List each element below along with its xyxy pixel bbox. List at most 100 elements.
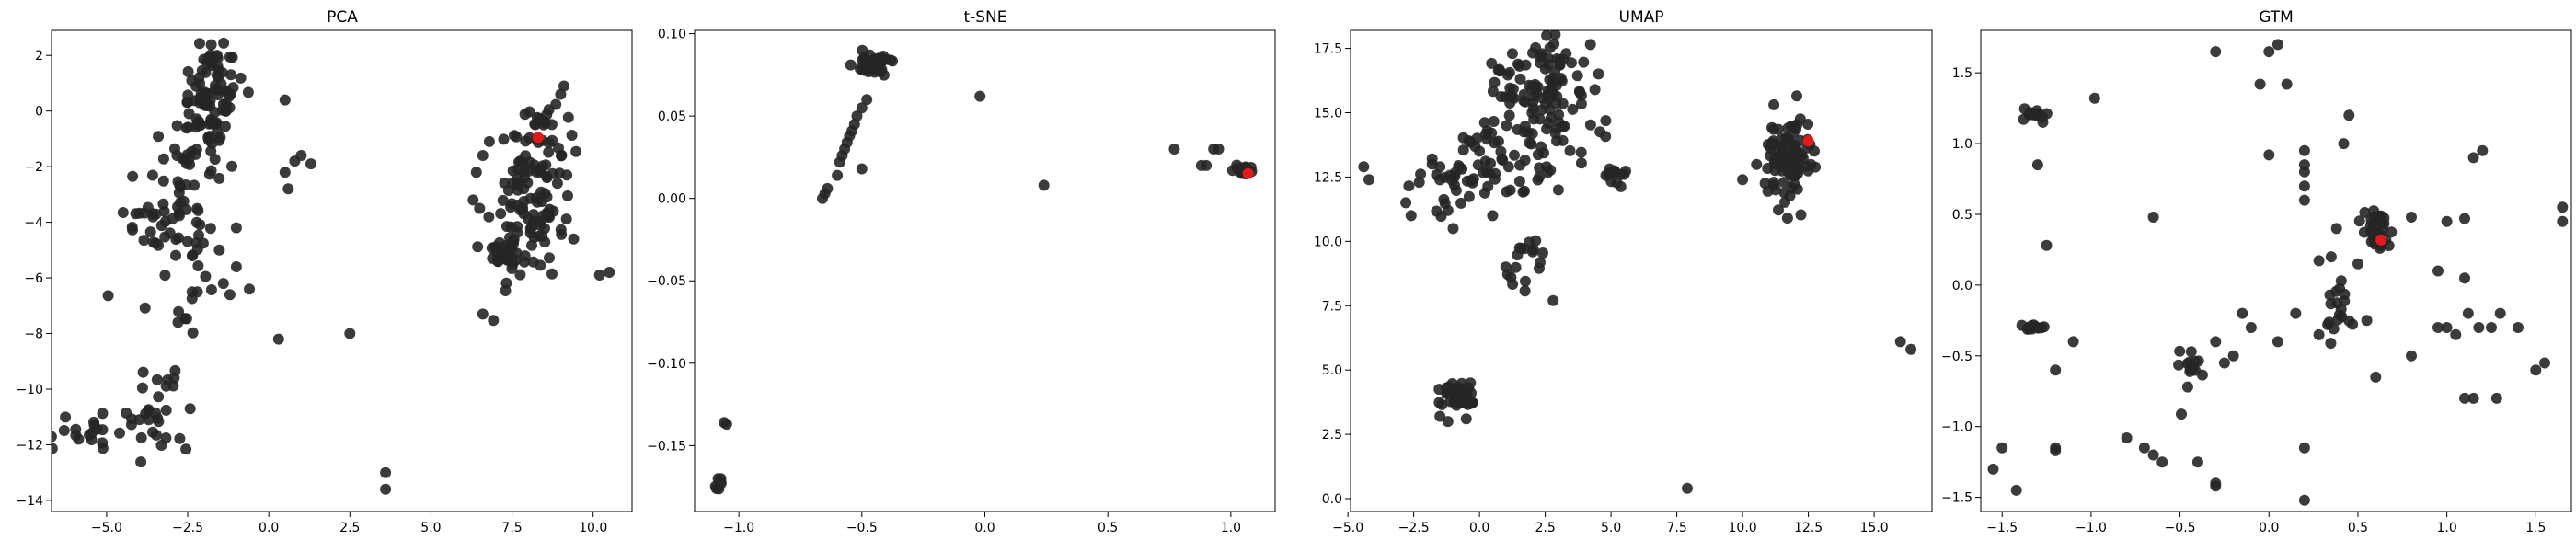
scatter-point: [1767, 177, 1779, 189]
scatter-point: [2494, 307, 2506, 319]
scatter-point: [2406, 350, 2417, 362]
scatter-point: [1564, 144, 1576, 156]
scatter-point: [191, 286, 203, 298]
scatter-point: [1438, 193, 1450, 205]
scatter-points: [1358, 30, 1917, 494]
scatter-point: [137, 366, 149, 378]
scatter-point: [173, 232, 184, 244]
scatter-point: [2459, 392, 2470, 404]
scatter-point: [1589, 84, 1601, 96]
scatter-point: [1779, 153, 1791, 165]
scatter-point: [135, 456, 147, 468]
scatter-point: [974, 90, 986, 102]
scatter-point: [1466, 177, 1478, 189]
scatter-point: [2325, 251, 2337, 263]
scatter-point: [1790, 148, 1802, 160]
scatter-point: [1446, 175, 1458, 187]
scatter-point: [1504, 82, 1516, 94]
scatter-point: [209, 118, 221, 130]
scatter-point: [1987, 463, 1999, 475]
scatter-point: [135, 431, 147, 443]
scatter-point: [1442, 387, 1454, 399]
scatter-point: [121, 407, 132, 419]
scatter-point: [1519, 285, 1531, 297]
scatter-point: [187, 327, 199, 339]
scatter-point: [527, 209, 539, 221]
panel-title: UMAP: [1619, 8, 1664, 27]
scatter-point: [860, 59, 872, 71]
scatter-point: [2298, 494, 2310, 506]
scatter-point: [1504, 98, 1516, 109]
scatter-point: [2031, 159, 2043, 171]
scatter-point: [190, 144, 202, 155]
scatter-point: [2147, 449, 2159, 461]
scatter-point: [1455, 197, 1467, 209]
scatter-point: [170, 249, 181, 261]
y-tick-label: 1.0: [1952, 137, 1972, 152]
scatter-point: [174, 432, 186, 444]
scatter-point: [2023, 109, 2035, 121]
scatter-point: [1549, 30, 1561, 40]
scatter-point: [2031, 321, 2042, 333]
scatter-point: [171, 120, 183, 132]
scatter-point: [2298, 442, 2310, 454]
scatter-point: [203, 131, 215, 143]
scatter-point: [1527, 244, 1539, 256]
scatter-point: [497, 194, 509, 206]
scatter-point: [213, 17, 224, 28]
scatter-point: [1778, 177, 1790, 189]
scatter-point: [566, 130, 578, 141]
y-tick-label: 2.5: [1322, 428, 1342, 443]
scatter-point: [543, 104, 555, 116]
scatter-point: [2245, 322, 2257, 333]
scatter-point: [1536, 92, 1548, 104]
scatter-point: [514, 269, 526, 281]
scatter-point: [1552, 184, 1564, 196]
scatter-point: [1489, 137, 1501, 149]
scatter-point: [2254, 78, 2266, 90]
x-tick-label: −2.5: [172, 521, 203, 535]
scatter-point: [518, 196, 530, 207]
scatter-point: [2290, 307, 2302, 319]
scatter-point: [2331, 297, 2343, 309]
scatter-point: [2041, 239, 2053, 251]
scatter-point: [201, 87, 212, 99]
scatter-point: [213, 244, 225, 256]
scatter-point: [1547, 294, 1559, 306]
scatter-point: [1575, 146, 1587, 158]
y-tick-label: −10: [16, 383, 43, 397]
scatter-point: [194, 38, 205, 50]
scatter-point: [1506, 48, 1518, 60]
scatter-point: [1489, 76, 1501, 88]
scatter-point: [279, 167, 291, 178]
scatter-point: [528, 232, 540, 243]
scatter-point: [1450, 185, 1462, 196]
y-tick-label: −6: [24, 271, 43, 286]
y-tick-label: 0.10: [658, 28, 686, 42]
scatter-point: [1517, 186, 1529, 198]
scatter-point: [1463, 190, 1475, 202]
scatter-point: [555, 88, 567, 100]
scatter-point: [2330, 285, 2342, 297]
y-tick-label: 0.0: [1952, 279, 1972, 293]
scatter-point: [127, 170, 139, 182]
scatter-point: [507, 178, 518, 189]
scatter-point: [1996, 442, 2008, 454]
scatter-point: [2374, 218, 2385, 230]
scatter-point: [1790, 123, 1802, 135]
scatter-point: [2271, 39, 2283, 51]
scatter-point: [197, 237, 209, 249]
scatter-point: [1781, 213, 1793, 224]
scatter-point: [1525, 138, 1537, 150]
scatter-point: [226, 52, 238, 63]
scatter-point: [561, 169, 573, 181]
scatter-point: [2370, 371, 2382, 383]
scatter-point: [151, 374, 163, 385]
scatter-point: [147, 426, 158, 438]
x-tick-label: 10.0: [1729, 521, 1757, 535]
scatter-point: [1551, 135, 1562, 147]
scatter-point: [146, 208, 158, 220]
scatter-point: [1543, 52, 1555, 64]
scatter-point: [1514, 73, 1526, 85]
scatter-point: [1541, 161, 1552, 173]
